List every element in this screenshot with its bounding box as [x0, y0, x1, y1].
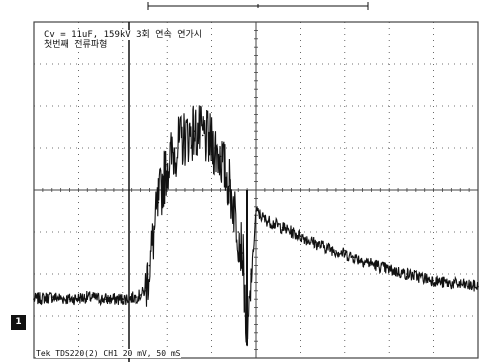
data-point: [175, 147, 177, 149]
data-point: [241, 252, 244, 254]
channel-ground-marker: 1: [11, 315, 26, 330]
data-point: [406, 273, 408, 275]
data-point: [166, 164, 168, 166]
data-point: [228, 185, 231, 187]
annotation-line-1: Cv = 11uF, 159kV 3회 연속 연가시: [44, 30, 203, 40]
data-point: [264, 218, 266, 221]
data-point: [335, 250, 337, 252]
data-point: [370, 262, 373, 265]
data-point: [201, 134, 204, 137]
trace-layer: [33, 105, 479, 347]
data-point: [184, 136, 186, 139]
data-point: [210, 143, 213, 145]
data-point: [33, 298, 35, 301]
data-point: [104, 298, 106, 301]
data-point: [68, 298, 71, 301]
data-point: [281, 227, 284, 229]
data-point: [50, 296, 53, 298]
data-point: [441, 281, 444, 284]
data-point: [459, 283, 462, 286]
grid: [33, 21, 479, 359]
data-point: [144, 290, 146, 292]
status-bar-readout: Tek TDS220(2) CH1 20 mV, 50 mS: [36, 349, 181, 358]
data-point: [388, 269, 391, 271]
data-point: [423, 277, 426, 280]
waveform-trace-0: [33, 105, 479, 343]
data-point: [219, 155, 222, 158]
data-point: [157, 201, 160, 204]
data-point: [352, 256, 355, 259]
data-point: [122, 298, 124, 301]
data-point: [233, 206, 235, 208]
annotation-line-2: 첫번째 전류파형: [44, 40, 108, 50]
data-point: [299, 235, 302, 237]
data-point: [193, 130, 195, 132]
data-point: [477, 285, 479, 288]
data-point: [237, 231, 240, 233]
data-point: [139, 294, 142, 296]
data-point: [255, 210, 257, 212]
data-point: [135, 296, 137, 298]
trigger-position-marker: [147, 2, 369, 10]
data-point: [148, 264, 151, 267]
data-point: [317, 243, 319, 246]
data-point: [86, 296, 89, 298]
